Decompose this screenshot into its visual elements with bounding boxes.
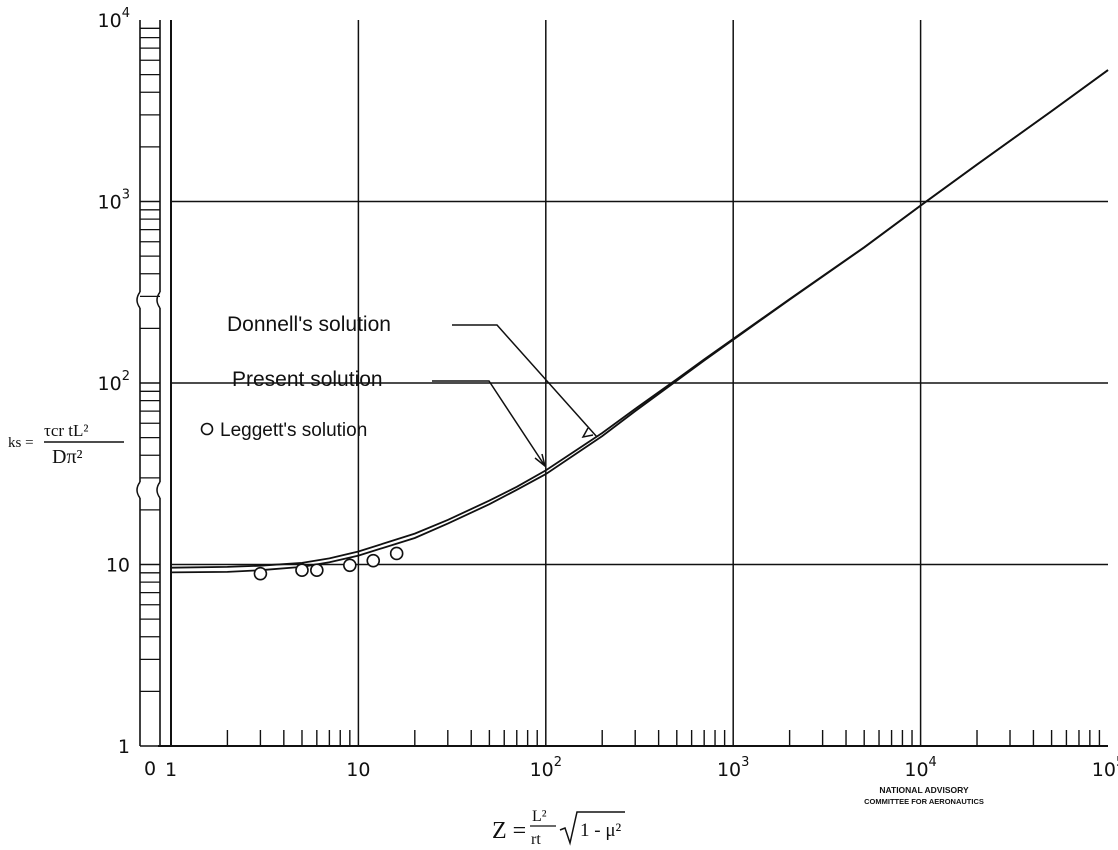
x-tick-label: 10 (346, 759, 370, 781)
leggett-data-point (389, 546, 404, 561)
x-axis-ticks: 1 10 102 103 104 105 (165, 730, 1118, 781)
x-tick-label: 103 (717, 755, 749, 781)
x-tick-label: 1 (165, 759, 177, 781)
y-axis-label-denominator: Dπ² (52, 446, 83, 468)
y-tick-label: 1 (118, 736, 130, 758)
axis-break-gap (136, 292, 166, 308)
donnell-leader-line (452, 324, 598, 438)
grid-lines (171, 20, 1108, 746)
y-tick-label: 103 (98, 188, 130, 214)
credit-line-2: COMMITTEE FOR AERONAUTICS (864, 797, 984, 806)
y-axis-label-numerator: τcr tL² (44, 421, 89, 440)
axis-break-symbol (136, 291, 141, 309)
legend-marker-open-circle (200, 422, 214, 436)
axis-break-symbol (156, 291, 161, 309)
present-leader-line (432, 380, 546, 467)
legend-entry-leggett: Leggett's solution (200, 420, 367, 441)
y-tick-label: 102 (98, 369, 130, 395)
x-axis-label: Z = L² rt 1 - μ² (492, 808, 625, 848)
series-layer (170, 69, 1109, 581)
y-tick-label: 10 (106, 555, 130, 577)
donnell-leader-arrowhead (581, 427, 594, 439)
x-axis-label-lhs: Z = (492, 818, 526, 844)
aux-axis-tick-label: 0 (144, 758, 156, 780)
legend-callouts (432, 324, 598, 468)
x-axis-label-radicand: 1 - μ² (580, 820, 622, 841)
x-axis-label-numerator: L² (532, 808, 547, 825)
leggett-data-point (343, 558, 357, 573)
leggett-data-point (253, 566, 268, 581)
y-axis-label: ks = τcr tL² Dπ² (8, 421, 124, 468)
y-tick-label: 104 (98, 6, 130, 32)
axis-break-symbol (136, 481, 141, 499)
x-tick-label: 105 (1092, 755, 1118, 781)
leggett-data-point (310, 563, 324, 578)
y-axis-label-lhs: ks = (8, 435, 34, 451)
credit-line-1: NATIONAL ADVISORY (879, 785, 969, 795)
legend-label-leggett: Leggett's solution (220, 420, 367, 441)
axis-break-symbol (156, 481, 161, 499)
x-tick-label: 102 (530, 755, 562, 781)
x-tick-label: 104 (904, 755, 936, 781)
leggett-data-point (295, 563, 309, 578)
present-leader-arrowhead (534, 453, 547, 468)
y-axis-ticks: 1 10 102 103 104 (98, 6, 160, 758)
legend-label-present: Present solution (232, 368, 383, 391)
leggett-data-point (366, 553, 381, 568)
x-axis-label-denominator: rt (531, 831, 541, 848)
axis-break-gap (136, 482, 166, 498)
radical-sign (559, 811, 625, 846)
legend-label-donnell: Donnell's solution (227, 313, 391, 336)
